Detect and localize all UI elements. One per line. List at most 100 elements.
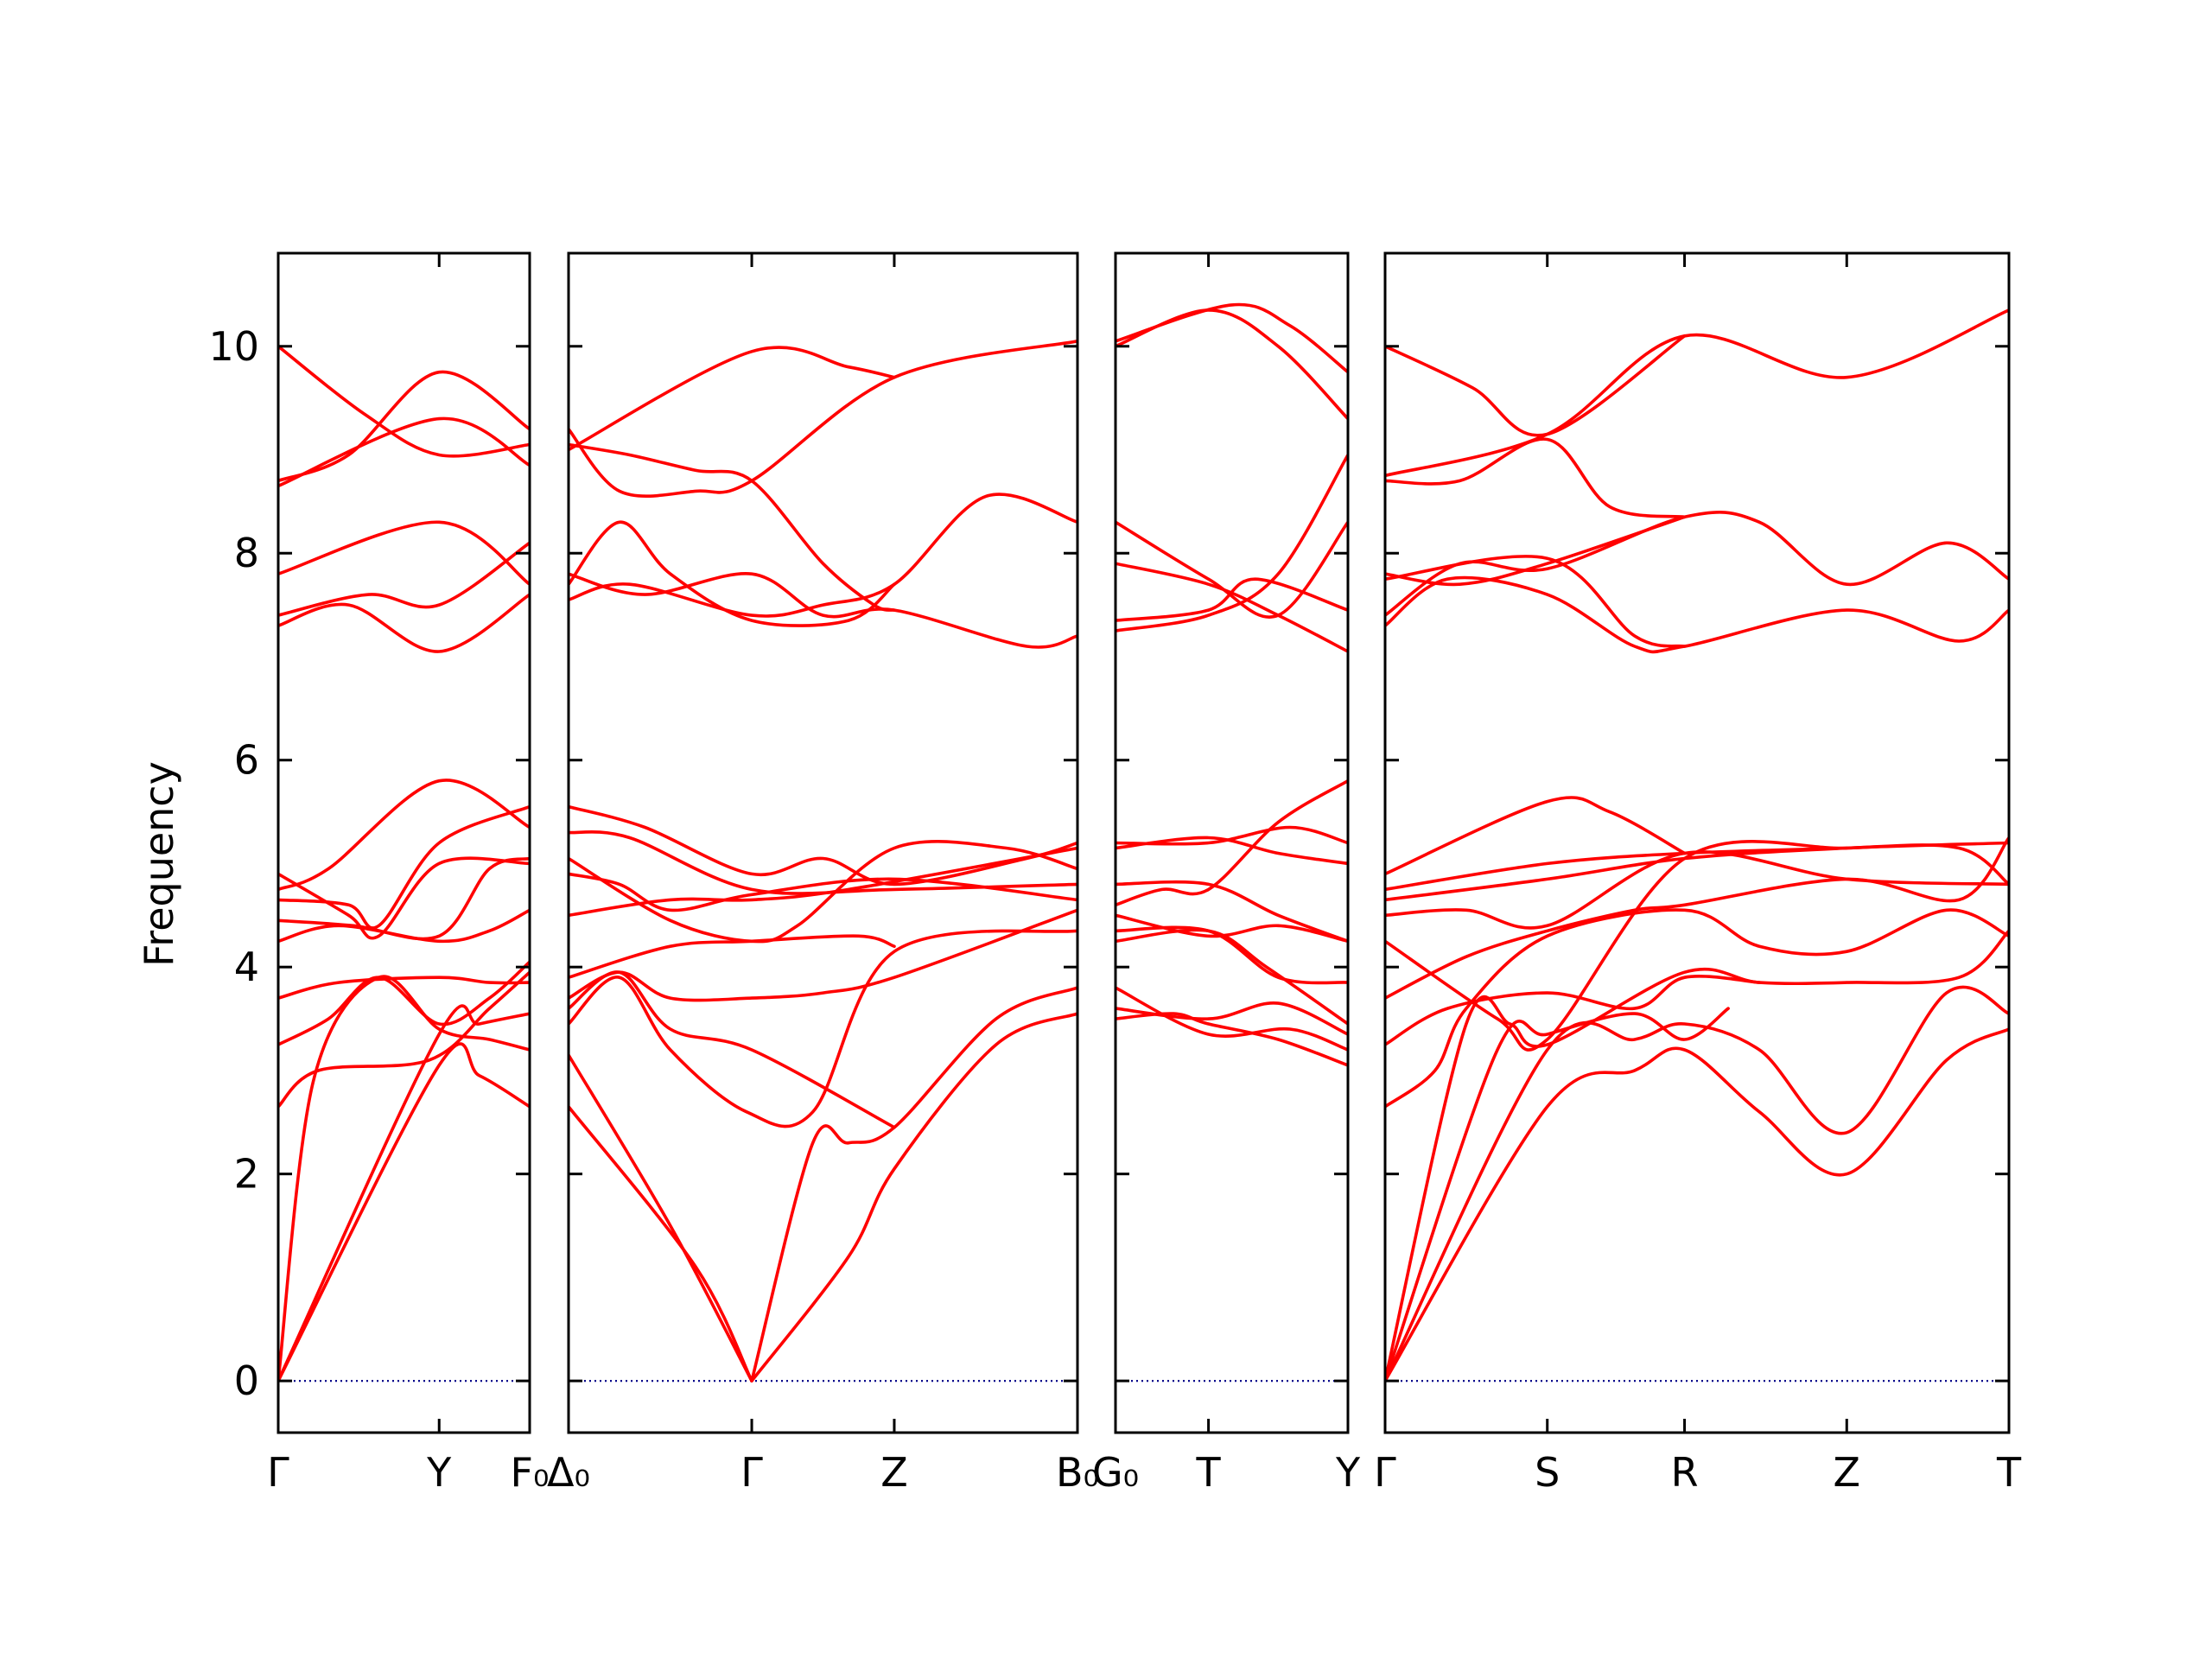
band-line xyxy=(569,1053,753,1382)
panel-frame xyxy=(276,251,531,1434)
x-tick-label: Y xyxy=(1335,1449,1361,1496)
band-line xyxy=(278,593,530,653)
y-tick-label: 0 xyxy=(234,1357,259,1404)
panel-frame xyxy=(567,251,1079,1434)
band-line xyxy=(569,872,1077,912)
bands xyxy=(278,345,530,1382)
y-axis-label: Frequency xyxy=(136,761,182,967)
band-line xyxy=(1116,986,1348,1052)
band-line xyxy=(1116,825,1348,846)
band-line xyxy=(750,1012,1077,1382)
band-line xyxy=(1116,779,1348,907)
x-tick-label: Y xyxy=(426,1449,452,1496)
band-line xyxy=(278,804,530,930)
band-line xyxy=(569,340,1077,498)
panel-frame xyxy=(1383,251,2011,1434)
band-line xyxy=(1385,510,2009,617)
x-tick-label: F₀ xyxy=(511,1449,550,1496)
band-line xyxy=(1385,437,1687,519)
band-line xyxy=(278,1042,530,1382)
band-line xyxy=(569,572,1077,649)
band-line xyxy=(569,840,1077,944)
band-line xyxy=(569,442,896,612)
band-line xyxy=(278,975,530,1382)
band-line xyxy=(1116,925,1348,985)
y-tick-label: 8 xyxy=(234,530,259,576)
band-line xyxy=(1385,846,1849,892)
band-line xyxy=(278,1004,530,1382)
band-line xyxy=(1385,985,2009,1382)
band-line xyxy=(569,908,1077,1002)
band-line xyxy=(278,541,530,617)
band-line xyxy=(1116,453,1348,632)
band-line xyxy=(1116,308,1348,421)
x-tick-label: R xyxy=(1671,1449,1699,1496)
y-tick-label: 6 xyxy=(234,737,259,784)
band-line xyxy=(1385,334,1687,437)
band-line xyxy=(569,1105,753,1382)
y-tick-label: 4 xyxy=(234,944,259,990)
band-line xyxy=(1385,836,2009,1000)
band-line xyxy=(278,970,530,1109)
x-tick-label: S xyxy=(1535,1449,1560,1496)
bands xyxy=(569,340,1077,1382)
band-line xyxy=(1385,575,2009,654)
x-tick-label: G₀ xyxy=(1092,1449,1139,1496)
band-line xyxy=(278,856,530,941)
band-line xyxy=(1116,562,1348,653)
band-line xyxy=(569,929,1077,1128)
band-line xyxy=(1385,796,1687,876)
x-tick-label: Γ xyxy=(1374,1449,1396,1496)
x-tick-label: Z xyxy=(1834,1449,1861,1496)
band-line xyxy=(1385,515,1687,587)
band-line xyxy=(1385,929,2009,1382)
y-tick-label: 10 xyxy=(208,323,259,370)
band-line xyxy=(278,908,530,944)
x-tick-label: Δ₀ xyxy=(547,1449,590,1496)
y-tick-label: 2 xyxy=(234,1151,259,1198)
x-tick-label: B₀ xyxy=(1056,1449,1099,1496)
band-line xyxy=(1116,928,1348,1026)
band-line xyxy=(1385,841,2009,902)
band-line xyxy=(1116,577,1348,622)
band-line xyxy=(278,779,530,892)
band-line xyxy=(750,986,1077,1382)
band-line xyxy=(1116,880,1348,944)
bands xyxy=(1116,302,1348,1067)
x-tick-label: Z xyxy=(880,1449,908,1496)
band-line xyxy=(569,346,896,452)
band-line xyxy=(278,976,530,1000)
band-line xyxy=(569,493,1077,618)
band-line xyxy=(1385,1007,1730,1382)
band-line xyxy=(1116,302,1348,374)
band-line xyxy=(1385,908,2009,1109)
band-line xyxy=(1385,850,2009,930)
band-line xyxy=(1385,555,1687,648)
band-line xyxy=(1385,1027,2009,1382)
band-line xyxy=(1116,836,1348,866)
x-tick-label: T xyxy=(1996,1449,2022,1496)
band-line xyxy=(569,520,896,627)
band-line xyxy=(278,520,530,586)
band-line xyxy=(1116,1012,1348,1067)
band-line xyxy=(278,960,530,1046)
band-line xyxy=(1116,913,1348,944)
x-tick-label: Γ xyxy=(741,1449,763,1496)
x-tick-label: T xyxy=(1196,1449,1222,1496)
panel-3: G₀ T Y xyxy=(1092,251,1361,1496)
panel-2: Δ₀ Γ Z B₀ xyxy=(547,251,1099,1496)
x-tick-label: Γ xyxy=(267,1449,289,1496)
band-line xyxy=(278,345,530,458)
panel-frame xyxy=(1114,251,1350,1434)
band-line xyxy=(1116,1001,1348,1036)
band-line xyxy=(1116,520,1348,619)
band-line xyxy=(278,856,530,940)
band-line xyxy=(278,370,530,483)
band-line xyxy=(1385,974,1761,1046)
panel-1: 0 2 4 6 8 10 Γ Y F₀ xyxy=(208,251,550,1496)
bands xyxy=(1385,308,2009,1382)
band-line xyxy=(569,830,1077,895)
